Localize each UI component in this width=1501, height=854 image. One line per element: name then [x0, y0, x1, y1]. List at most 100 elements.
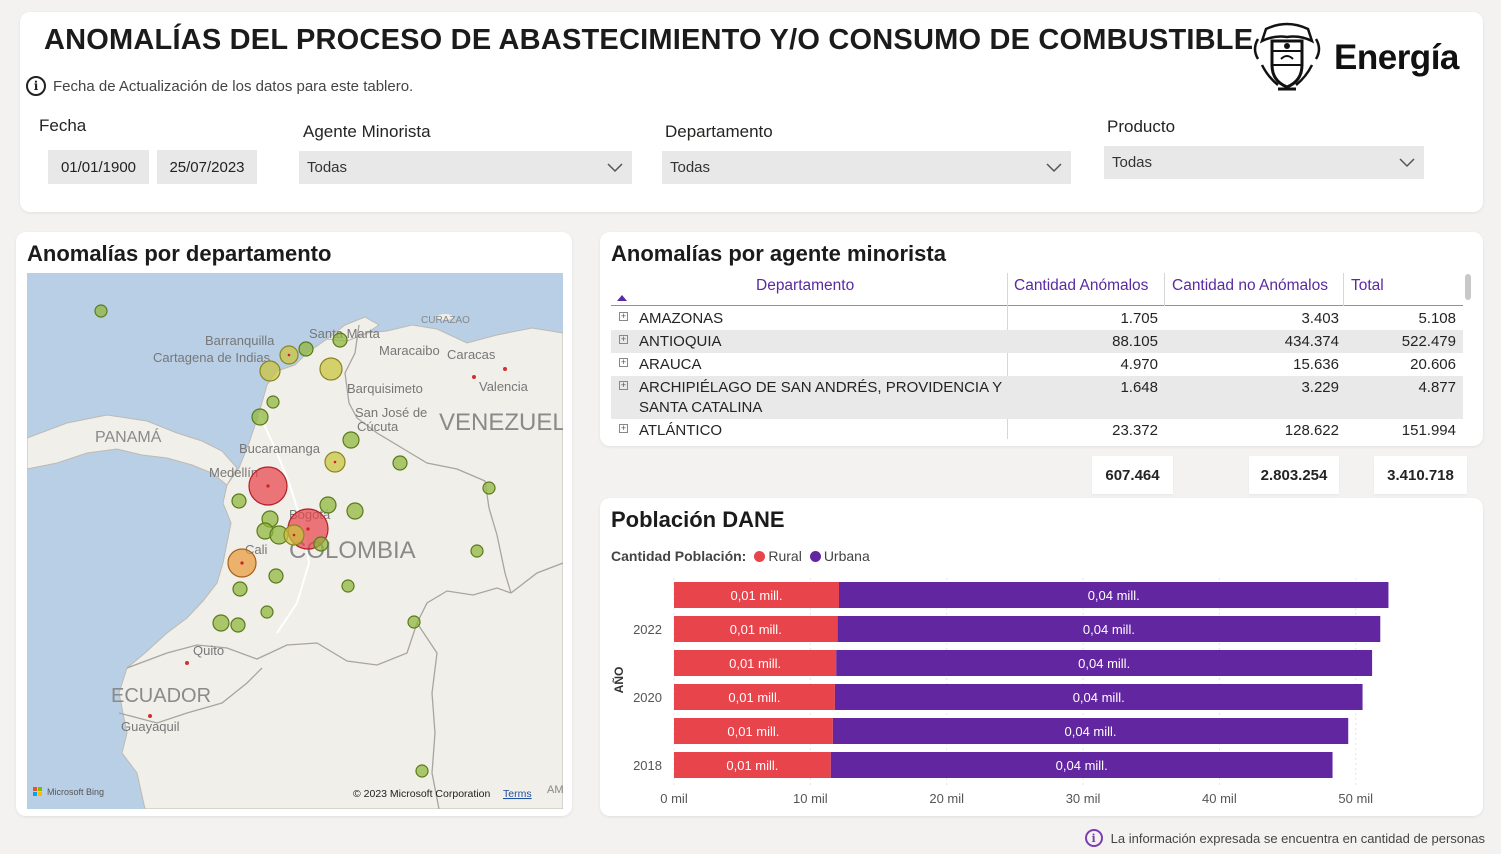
table-row[interactable]: + ARCHIPIÉLAGO DE SAN ANDRÉS, PROVIDENCI… — [611, 376, 1463, 419]
bar-rural[interactable] — [674, 752, 831, 778]
map-land-south-america — [118, 324, 563, 809]
cell-total: 151.994 — [1401, 422, 1456, 439]
bar-rural[interactable] — [674, 616, 838, 642]
bar-urbana[interactable] — [838, 582, 1389, 608]
x-tick-label: 10 mil — [793, 791, 828, 806]
fecha-end-input[interactable]: 25/07/2023 — [157, 150, 257, 184]
column-divider — [1164, 273, 1165, 306]
bar-rural[interactable] — [674, 650, 837, 676]
total-general: 3.410.718 — [1374, 456, 1467, 494]
map-bubble[interactable] — [231, 493, 247, 509]
map-bubble[interactable] — [407, 615, 421, 629]
map-label-guayaquil: Guayaquil — [121, 719, 180, 734]
cell-no-anomalos: 434.374 — [1284, 333, 1339, 350]
map-bubble[interactable] — [482, 481, 496, 495]
chevron-down-icon — [1399, 158, 1415, 168]
map-land-panama — [27, 414, 238, 486]
y-tick-label: 2020 — [633, 690, 662, 705]
map-bubble[interactable] — [313, 536, 329, 552]
map-bubble[interactable] — [266, 395, 280, 409]
col-cantidad-no-anomalos[interactable]: Cantidad no Anómalos — [1172, 277, 1328, 294]
map-card: Anomalías por departamento PANAMÁ VENEZU… — [16, 232, 572, 816]
bar-chart-svg[interactable]: 0 mil 10 mil 20 mil 30 mil 40 mil 50 mil AÑO 0,… — [600, 498, 1483, 816]
map-city-dot — [148, 714, 152, 718]
map-bubble[interactable] — [260, 605, 274, 619]
map-terms-link[interactable]: Terms — [503, 788, 532, 800]
cell-anomalos: 88.105 — [1112, 333, 1158, 350]
expand-icon[interactable]: + — [619, 311, 628, 321]
chart-legend: Cantidad Población: Rural Urbana — [611, 548, 878, 564]
map-svg[interactable]: PANAMÁ VENEZUELA COLOMBIA ECUADOR CURAZA… — [27, 273, 563, 809]
map-bubble[interactable] — [342, 431, 360, 449]
col-cantidad-anomalos[interactable]: Cantidad Anómalos — [1014, 277, 1149, 294]
bar-urbana[interactable] — [837, 616, 1381, 642]
bar-urbana[interactable] — [832, 718, 1349, 744]
agente-dropdown[interactable]: Todas — [299, 151, 632, 184]
expand-icon[interactable]: + — [619, 380, 628, 390]
map-bubble[interactable] — [94, 304, 108, 318]
map-border-colombia-ecuador-peru — [126, 587, 512, 669]
map-view[interactable]: PANAMÁ VENEZUELA COLOMBIA ECUADOR CURAZA… — [27, 273, 563, 809]
map-border-ecuador-peru — [118, 667, 263, 724]
map-bubble[interactable] — [319, 357, 343, 381]
map-bubble[interactable] — [230, 617, 246, 633]
bar-data-label: 0,04 mill. — [1056, 758, 1108, 773]
expand-icon[interactable]: + — [619, 423, 628, 433]
map-bubble[interactable] — [259, 360, 281, 382]
table-row[interactable]: + ARAUCA 4.970 15.636 20.606 — [611, 353, 1463, 376]
table-scrollbar[interactable] — [1465, 274, 1471, 300]
map-bubble[interactable] — [212, 614, 230, 632]
bar-data-label: 0,04 mill. — [1078, 656, 1130, 671]
map-label-santa-marta: Santa Marta — [309, 326, 381, 341]
map-bubble[interactable] — [470, 544, 484, 558]
map-bubble[interactable] — [268, 568, 284, 584]
legend-item-rural[interactable]: Rural — [754, 548, 802, 564]
bar-data-label: 0,01 mill. — [727, 724, 779, 739]
map-bubble[interactable] — [346, 502, 364, 520]
expand-icon[interactable]: + — [619, 357, 628, 367]
x-tick-label: 30 mil — [1066, 791, 1101, 806]
map-label-ecuador: ECUADOR — [111, 685, 211, 707]
map-bubble[interactable] — [341, 579, 355, 593]
sort-arrow-icon[interactable] — [617, 295, 627, 301]
cell-anomalos: 4.970 — [1120, 356, 1158, 373]
map-bubble[interactable] — [232, 581, 248, 597]
map-label-bucaramanga: Bucaramanga — [239, 441, 321, 456]
map-bubble[interactable] — [415, 764, 429, 778]
map-bubble[interactable] — [392, 455, 408, 471]
bar-rural[interactable] — [674, 582, 839, 608]
col-departamento[interactable]: Departamento — [756, 277, 855, 294]
map-bubble[interactable] — [251, 408, 269, 426]
bar-rural[interactable] — [674, 684, 835, 710]
table-row[interactable]: + ANTIOQUIA 88.105 434.374 522.479 — [611, 330, 1463, 353]
producto-dropdown[interactable]: Todas — [1104, 146, 1424, 179]
cell-no-anomalos: 3.229 — [1301, 379, 1339, 396]
footer-note: i La información expresada se encuentra … — [1084, 829, 1485, 847]
bing-logo: Microsoft Bing — [33, 787, 104, 797]
bar-rural[interactable] — [674, 718, 833, 744]
info-icon[interactable]: i — [26, 76, 46, 96]
y-tick-label: 2018 — [633, 758, 662, 773]
fecha-start-input[interactable]: 01/01/1900 — [48, 150, 149, 184]
col-total[interactable]: Total — [1351, 277, 1384, 294]
map-label-maracaibo: Maracaibo — [379, 343, 440, 358]
table-row[interactable]: + AMAZONAS 1.705 3.403 5.108 — [611, 307, 1463, 330]
map-bubble[interactable] — [319, 496, 337, 514]
anomalias-table: Departamento Cantidad Anómalos Cantidad … — [611, 273, 1463, 439]
cell-departamento: ATLÁNTICO — [639, 422, 723, 439]
map-city-dot — [503, 367, 507, 371]
map-bubble[interactable] — [332, 332, 348, 348]
cell-no-anomalos: 15.636 — [1293, 356, 1339, 373]
legend-item-urbana[interactable]: Urbana — [809, 548, 870, 564]
table-row[interactable]: + ATLÁNTICO 23.372 128.622 151.994 — [611, 419, 1463, 439]
update-info[interactable]: i Fecha de Actualización de los datos pa… — [26, 76, 413, 96]
info-icon[interactable]: i — [1084, 829, 1103, 847]
map-bubble[interactable] — [298, 341, 314, 357]
expand-icon[interactable]: + — [619, 334, 628, 344]
bar-urbana[interactable] — [836, 650, 1373, 676]
bar-urbana[interactable] — [830, 752, 1333, 778]
cell-total: 5.108 — [1418, 310, 1456, 327]
cell-departamento: ARCHIPIÉLAGO DE SAN ANDRÉS, PROVIDENCIA … — [639, 379, 1003, 396]
bar-urbana[interactable] — [834, 684, 1363, 710]
departamento-dropdown[interactable]: Todas — [662, 151, 1071, 184]
